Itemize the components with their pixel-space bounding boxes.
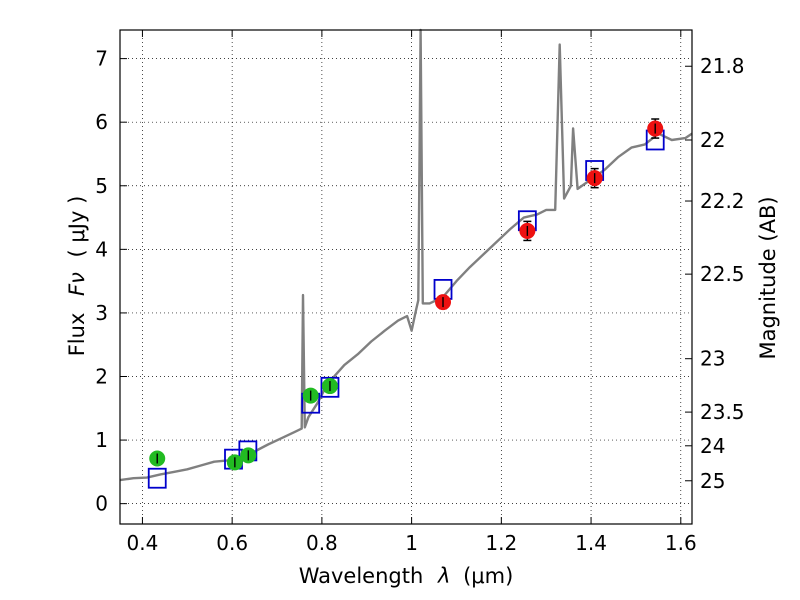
x-tick-label: 1.6 <box>665 531 697 555</box>
y-tick-label: 3 <box>95 301 108 325</box>
model-photometry-square <box>320 376 340 398</box>
photometry-point <box>321 378 338 395</box>
photometry-point <box>519 220 536 242</box>
y-tick-label: 6 <box>95 110 108 134</box>
photometry-point <box>302 387 319 404</box>
x-tick-label: 1.4 <box>575 531 607 555</box>
x-tick-label: 1 <box>405 531 418 555</box>
x-axis-label: Wavelength λ (μm) <box>299 564 514 588</box>
photometry-point <box>149 450 166 467</box>
model-photometry-square <box>147 467 167 489</box>
x-tick-label: 1.2 <box>485 531 517 555</box>
photometry-point <box>435 294 452 311</box>
x-tick-label: 0.6 <box>216 531 248 555</box>
y2-axis-label: Magnitude (AB) <box>756 196 780 359</box>
x-tick-label: 0.8 <box>306 531 338 555</box>
y2-tick-label: 25 <box>700 469 725 493</box>
y-axis-symbol: Fν <box>65 272 89 296</box>
y2-tick-label: 22.2 <box>700 189 745 213</box>
y2-tick-label: 24 <box>700 434 725 458</box>
photometry-point <box>647 118 664 139</box>
photometry-point <box>226 454 243 471</box>
x-axis-symbol: λ <box>437 564 450 588</box>
y2-tick-label: 23 <box>700 347 725 371</box>
x-axis-unit: (μm) <box>463 564 513 588</box>
observed-photometry-layer <box>149 118 664 471</box>
y-tick-label: 7 <box>95 47 108 71</box>
x-tick-label: 0.4 <box>127 531 159 555</box>
y-tick-label: 0 <box>95 492 108 516</box>
y-tick-label: 4 <box>95 237 108 261</box>
y-axis-unit: ( μJy ) <box>65 196 89 258</box>
y2-tick-label: 23.5 <box>700 400 745 424</box>
plot-frame <box>119 29 693 525</box>
y-axis-label: Flux Fν ( μJy ) <box>65 196 89 357</box>
y-tick-label: 1 <box>95 428 108 452</box>
y-axis-label-text: Flux <box>65 313 89 357</box>
photometry-point <box>586 167 603 189</box>
y2-tick-label: 21.8 <box>700 54 745 78</box>
y2-tick-label: 22 <box>700 128 725 152</box>
photometry-point <box>240 447 257 464</box>
y-tick-label: 2 <box>95 364 108 388</box>
y2-tick-label: 22.5 <box>700 262 745 286</box>
y-tick-label: 5 <box>95 174 108 198</box>
x-axis-label-text: Wavelength <box>299 564 424 588</box>
